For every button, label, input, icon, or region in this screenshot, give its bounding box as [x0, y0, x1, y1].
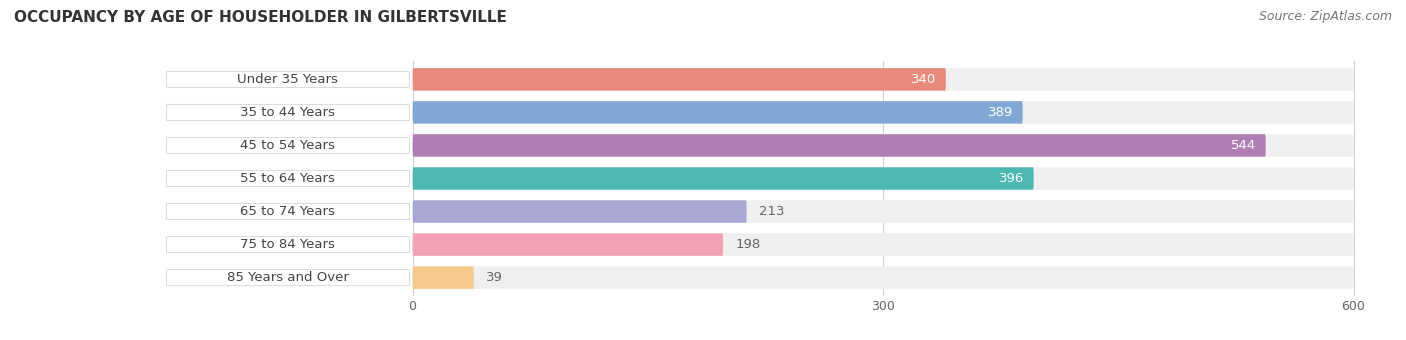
FancyBboxPatch shape: [412, 101, 1022, 124]
Text: 213: 213: [759, 205, 785, 218]
FancyBboxPatch shape: [412, 233, 723, 256]
Text: 340: 340: [911, 73, 936, 86]
FancyBboxPatch shape: [412, 134, 1265, 157]
FancyBboxPatch shape: [166, 203, 409, 220]
FancyBboxPatch shape: [412, 267, 1354, 289]
FancyBboxPatch shape: [412, 167, 1033, 190]
FancyBboxPatch shape: [412, 267, 474, 289]
Text: 55 to 64 Years: 55 to 64 Years: [240, 172, 336, 185]
Text: 45 to 54 Years: 45 to 54 Years: [240, 139, 336, 152]
FancyBboxPatch shape: [412, 200, 1354, 223]
FancyBboxPatch shape: [166, 270, 409, 286]
FancyBboxPatch shape: [166, 237, 409, 253]
Text: OCCUPANCY BY AGE OF HOUSEHOLDER IN GILBERTSVILLE: OCCUPANCY BY AGE OF HOUSEHOLDER IN GILBE…: [14, 10, 508, 25]
Text: Source: ZipAtlas.com: Source: ZipAtlas.com: [1258, 10, 1392, 23]
FancyBboxPatch shape: [166, 71, 409, 87]
FancyBboxPatch shape: [412, 233, 1354, 256]
FancyBboxPatch shape: [412, 134, 1354, 157]
Text: 75 to 84 Years: 75 to 84 Years: [240, 238, 336, 251]
Text: 396: 396: [1000, 172, 1024, 185]
Text: 198: 198: [735, 238, 761, 251]
Text: 85 Years and Over: 85 Years and Over: [226, 271, 349, 284]
Text: 39: 39: [486, 271, 503, 284]
FancyBboxPatch shape: [412, 167, 1354, 190]
Text: 35 to 44 Years: 35 to 44 Years: [240, 106, 336, 119]
Text: 389: 389: [988, 106, 1014, 119]
Text: Under 35 Years: Under 35 Years: [238, 73, 339, 86]
FancyBboxPatch shape: [166, 137, 409, 154]
FancyBboxPatch shape: [166, 104, 409, 120]
FancyBboxPatch shape: [412, 68, 946, 90]
FancyBboxPatch shape: [412, 68, 1354, 90]
FancyBboxPatch shape: [412, 101, 1354, 124]
Text: 65 to 74 Years: 65 to 74 Years: [240, 205, 336, 218]
Text: 544: 544: [1232, 139, 1257, 152]
FancyBboxPatch shape: [412, 200, 747, 223]
FancyBboxPatch shape: [166, 170, 409, 187]
